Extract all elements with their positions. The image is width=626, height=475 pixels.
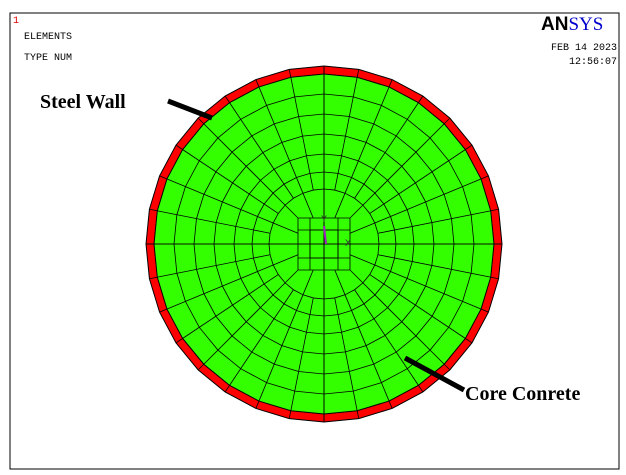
header-line: TYPE NUM xyxy=(24,53,72,64)
mesh-radial xyxy=(149,254,271,280)
header-line: ELEMENTS xyxy=(24,32,72,43)
logo-part: SYS xyxy=(568,14,603,35)
mesh-radial xyxy=(344,79,393,194)
mesh-radial xyxy=(288,69,314,191)
mesh-radial xyxy=(362,117,451,206)
mesh-radial xyxy=(369,144,473,214)
mesh-radial xyxy=(354,95,424,199)
logo: ANSYS xyxy=(541,14,603,35)
window-number: 1 xyxy=(13,16,19,27)
mesh-radial xyxy=(197,282,286,371)
annotation: Steel Wall xyxy=(40,91,126,113)
mesh-radial xyxy=(197,117,286,206)
mesh-radial xyxy=(159,264,274,313)
mesh-radial xyxy=(354,289,424,393)
triad-label: X xyxy=(345,239,351,250)
logo-part: AN xyxy=(541,14,568,35)
mesh-radial xyxy=(159,175,274,224)
mesh-radial xyxy=(362,282,451,371)
mesh-radial xyxy=(344,294,393,409)
mesh-inner xyxy=(349,254,375,266)
mesh-inner xyxy=(273,254,299,266)
mesh-radial xyxy=(224,289,294,393)
mesh-radial xyxy=(255,79,304,194)
mesh-inner xyxy=(349,204,364,219)
mesh-inner xyxy=(284,204,299,219)
triad-axis xyxy=(323,225,327,245)
mesh-inner xyxy=(349,222,375,234)
mesh-inner xyxy=(349,269,364,284)
mesh-inner xyxy=(334,269,346,295)
time: 12:56:07 xyxy=(569,57,617,68)
mesh-radial xyxy=(334,297,360,419)
mesh-radial xyxy=(175,274,279,344)
mesh-inner xyxy=(334,193,346,219)
mesh-inner xyxy=(273,222,299,234)
mesh-inner xyxy=(302,269,314,295)
mesh-radial xyxy=(255,294,304,409)
mesh-radial xyxy=(374,175,489,224)
mesh-radial xyxy=(377,254,499,280)
mesh-inner xyxy=(284,269,299,284)
mesh-radial xyxy=(334,69,360,191)
mesh-radial xyxy=(369,274,473,344)
mesh-radial xyxy=(149,208,271,234)
date: FEB 14 2023 xyxy=(551,43,617,54)
mesh-radial xyxy=(374,264,489,313)
mesh-radial xyxy=(288,297,314,419)
mesh-radial xyxy=(224,95,294,199)
callout-line xyxy=(167,98,213,121)
callout-line xyxy=(403,355,466,393)
mesh-radial xyxy=(175,144,279,214)
mesh-inner xyxy=(302,193,314,219)
mesh-radial xyxy=(377,208,499,234)
annotation: Core Conrete xyxy=(465,383,580,405)
mesh xyxy=(145,65,503,423)
triad-label: Y xyxy=(321,215,327,226)
